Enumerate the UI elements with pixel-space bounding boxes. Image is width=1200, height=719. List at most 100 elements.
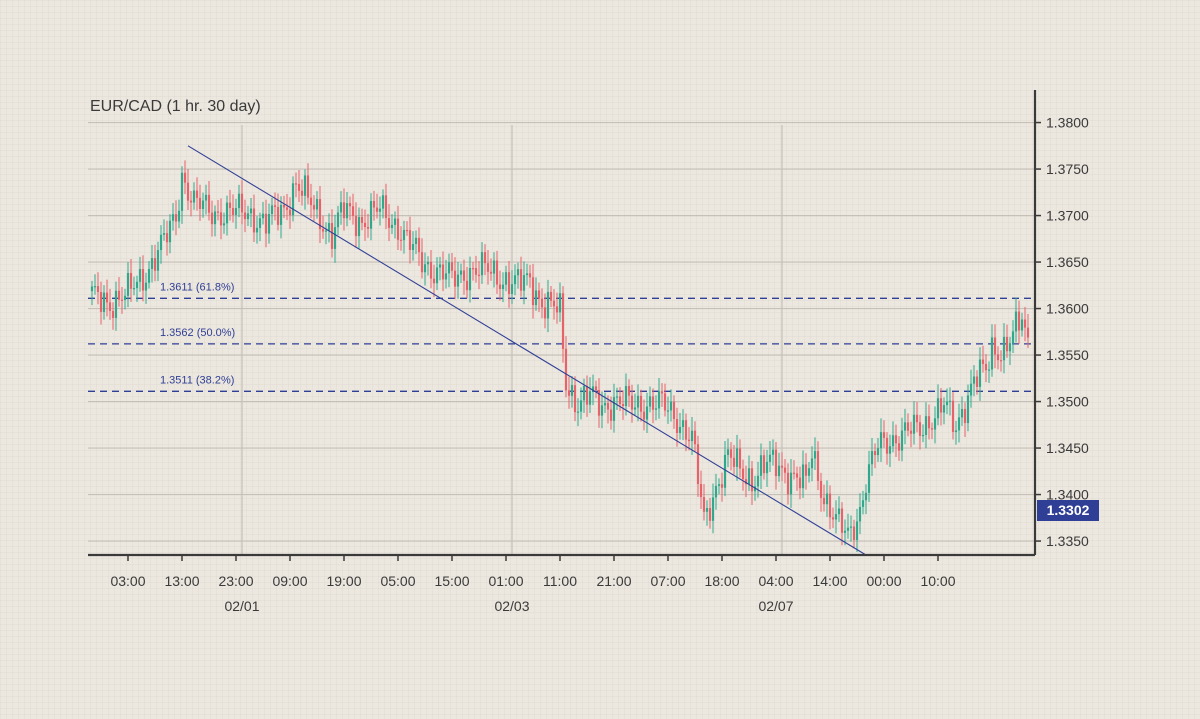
candle-body bbox=[423, 264, 427, 273]
candle-body bbox=[312, 205, 316, 210]
candle-body bbox=[396, 218, 400, 240]
candle-body bbox=[273, 205, 277, 207]
candle-body bbox=[105, 292, 109, 303]
candle-body bbox=[936, 398, 940, 419]
candle-body bbox=[864, 492, 868, 501]
candle-body bbox=[225, 202, 229, 224]
candle-body bbox=[192, 190, 196, 203]
y-tick-label: 1.3700 bbox=[1046, 208, 1089, 224]
candle-body bbox=[741, 468, 745, 480]
candle-body bbox=[111, 311, 115, 318]
candle-body bbox=[126, 272, 130, 296]
candle-body bbox=[144, 282, 148, 291]
candle-body bbox=[573, 385, 577, 413]
candle-body bbox=[561, 293, 565, 349]
candle-body bbox=[669, 401, 673, 411]
candle-body bbox=[429, 261, 433, 279]
candle-body bbox=[969, 383, 973, 396]
candle-body bbox=[780, 465, 784, 468]
candle-body bbox=[96, 286, 100, 292]
candle-body bbox=[852, 526, 856, 540]
candle-body bbox=[750, 468, 754, 492]
candle-body bbox=[264, 213, 268, 234]
candle-body bbox=[801, 464, 805, 489]
candle-body bbox=[975, 376, 979, 387]
candle-body bbox=[420, 252, 424, 273]
fib-level-label: 1.3511 (38.2%) bbox=[160, 374, 234, 386]
candle-body bbox=[687, 439, 691, 442]
candle-body bbox=[357, 217, 361, 237]
candle-body bbox=[1026, 327, 1030, 338]
candle-body bbox=[978, 359, 982, 387]
candle-body bbox=[432, 278, 436, 284]
candle-body bbox=[855, 521, 859, 540]
candle-body bbox=[228, 202, 232, 208]
candle-body bbox=[630, 395, 634, 410]
candle-body bbox=[336, 212, 340, 228]
candle-body bbox=[318, 199, 322, 230]
candle-body bbox=[282, 204, 286, 208]
candle-body bbox=[147, 268, 151, 283]
candle-body bbox=[819, 480, 823, 498]
candle-body bbox=[546, 291, 550, 319]
candle-body bbox=[465, 280, 469, 291]
candle-body bbox=[315, 199, 319, 210]
x-date-label: 02/03 bbox=[494, 598, 529, 614]
candle-body bbox=[339, 202, 343, 213]
candle-body bbox=[837, 508, 841, 515]
candle-body bbox=[1023, 319, 1027, 328]
x-tick-label: 10:00 bbox=[920, 573, 955, 589]
candle-body bbox=[522, 275, 526, 291]
candle-body bbox=[153, 258, 157, 271]
candle-body bbox=[348, 203, 352, 207]
x-tick-label: 00:00 bbox=[866, 573, 901, 589]
candle-body bbox=[903, 422, 907, 431]
candle-body bbox=[735, 448, 739, 467]
candle-body bbox=[255, 227, 259, 233]
candle-body bbox=[945, 401, 949, 406]
candle-body bbox=[606, 402, 610, 410]
candle-body bbox=[957, 417, 961, 431]
candle-body bbox=[891, 435, 895, 447]
candle-body bbox=[1017, 311, 1021, 331]
candle-body bbox=[90, 286, 94, 292]
candle-body bbox=[459, 270, 463, 275]
candle-body bbox=[543, 307, 547, 319]
candle-body bbox=[378, 208, 382, 212]
candle-body bbox=[942, 405, 946, 413]
candle-body bbox=[486, 263, 490, 272]
candle-body bbox=[702, 497, 706, 512]
candle-body bbox=[243, 212, 247, 220]
candle-body bbox=[951, 400, 955, 432]
candle-body bbox=[927, 416, 931, 429]
candle-body bbox=[471, 268, 475, 270]
candle-body bbox=[117, 290, 121, 300]
candle-body bbox=[861, 500, 865, 507]
candle-body bbox=[504, 272, 508, 285]
candle-body bbox=[558, 293, 562, 313]
candle-body bbox=[390, 224, 394, 228]
candle-body bbox=[876, 448, 880, 456]
candle-body bbox=[609, 409, 613, 421]
x-date-label: 02/01 bbox=[224, 598, 259, 614]
x-tick-label: 18:00 bbox=[704, 573, 739, 589]
candle-body bbox=[150, 258, 154, 269]
candle-body bbox=[360, 217, 364, 223]
candle-body bbox=[768, 454, 772, 462]
candle-body bbox=[723, 454, 727, 488]
candle-body bbox=[123, 295, 127, 301]
candle-body bbox=[186, 182, 190, 201]
candle-body bbox=[231, 207, 235, 215]
candle-body bbox=[351, 206, 355, 217]
candle-body bbox=[510, 284, 514, 295]
candle-body bbox=[576, 411, 580, 413]
x-tick-label: 01:00 bbox=[488, 573, 523, 589]
candle-body bbox=[627, 386, 631, 396]
candle-body bbox=[399, 239, 403, 241]
candle-body bbox=[507, 272, 511, 295]
candles bbox=[90, 160, 1030, 552]
candle-body bbox=[663, 393, 667, 411]
candle-body bbox=[897, 443, 901, 451]
candle-body bbox=[177, 210, 181, 222]
candle-body bbox=[870, 451, 874, 465]
